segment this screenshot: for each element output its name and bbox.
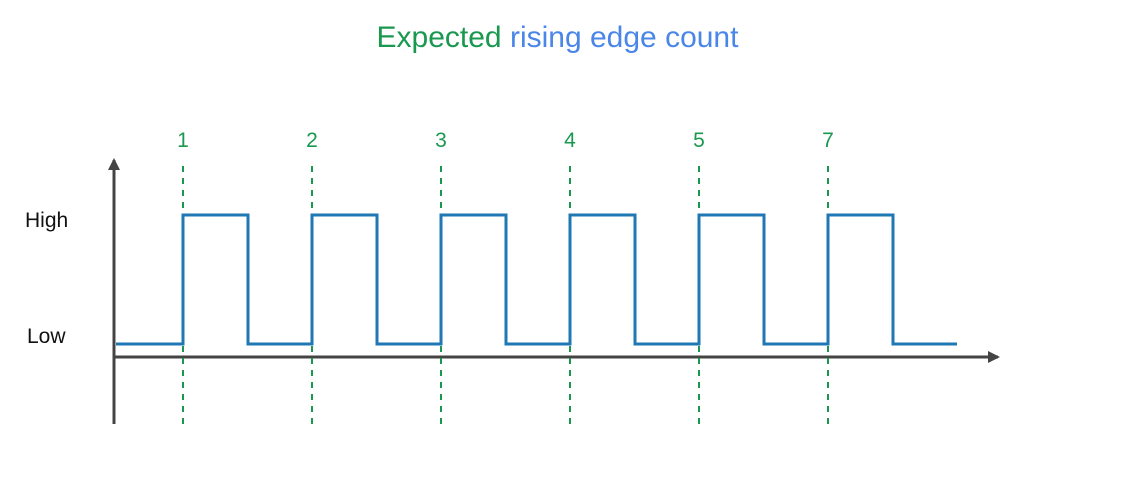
title-rising-edge-count: rising edge count: [509, 21, 739, 54]
rising-edge-markers: 1 2 3 4 5 7: [177, 129, 834, 424]
edge-count-label: 2: [306, 129, 318, 152]
edge-count-label: 4: [564, 129, 576, 152]
edge-count-label: 3: [435, 129, 447, 152]
edge-count-label: 5: [693, 129, 705, 152]
square-wave-signal: [116, 213, 957, 346]
diagram-title: Expected rising edge count: [0, 20, 1115, 56]
edge-count-label: 7: [822, 129, 834, 152]
edge-count-label: 1: [177, 129, 189, 152]
title-expected: Expected: [376, 21, 502, 54]
y-label-high: High: [25, 209, 69, 232]
y-label-low: Low: [27, 325, 66, 348]
